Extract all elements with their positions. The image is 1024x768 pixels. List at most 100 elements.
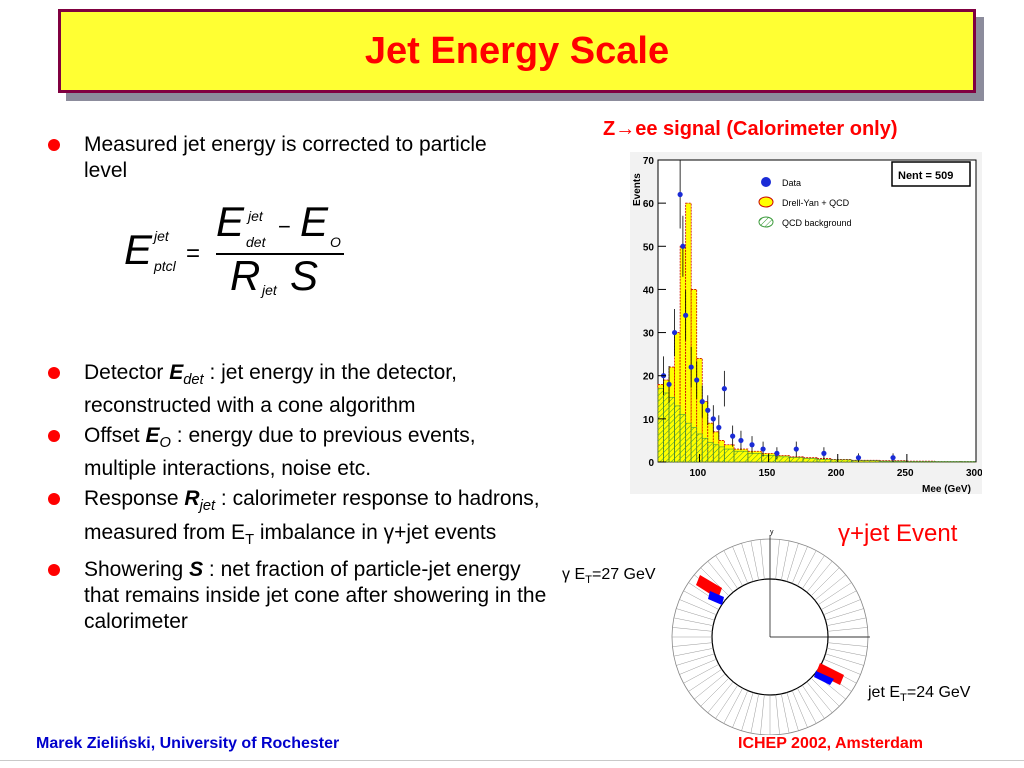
stats-box-text: Nent = 509 (898, 170, 953, 182)
bullet-text: Measured jet energy is corrected to part… (84, 133, 487, 182)
title-box: Jet Energy Scale (58, 9, 976, 93)
gamma-suffix: =27 GeV (591, 566, 656, 583)
bullet-text-before: Showering (84, 557, 190, 581)
histogram-panel: 100 150 200 250 300 0 10 20 30 40 50 60 70 Nent = 50… (630, 152, 983, 495)
calorimeter-segment (715, 685, 738, 719)
y-tick-label: 60 (643, 199, 655, 210)
calorimeter-segment (679, 658, 717, 675)
calorimeter-segment (823, 658, 861, 675)
calorimeter-segment (700, 567, 730, 597)
calorimeter-segment (814, 574, 846, 601)
gamma-et-label: γ ET=27 GeV (562, 566, 656, 586)
data-point (683, 312, 689, 318)
formula-den-sub: jet (262, 282, 277, 298)
calorimeter-segment (810, 567, 840, 597)
symbol: E (145, 424, 160, 448)
calorimeter-segment (676, 653, 715, 666)
qcd-bkg-bar (816, 459, 832, 463)
x-tick-label: 250 (897, 468, 914, 479)
data-point (738, 437, 744, 444)
data-point (710, 416, 716, 422)
legend-dy-marker (758, 196, 774, 208)
calorimeter-segment (797, 550, 817, 586)
calorimeter-segment (825, 653, 864, 666)
bullet-response: Response Rjet : calorimeter response to … (46, 486, 544, 552)
qcd-bkg-bar (747, 453, 762, 463)
jet-sub: T (900, 692, 907, 705)
y-axis-letter: y (770, 529, 774, 536)
x-tick-label: 150 (759, 468, 776, 479)
calorimeter-segment (676, 608, 715, 621)
stats-box (891, 161, 971, 187)
calorimeter-segment (683, 664, 719, 684)
event-display: y x (671, 529, 870, 735)
jet-suffix: =24 GeV (906, 684, 971, 701)
formula-lhs-e: E (124, 226, 153, 273)
calorimeter-segment (707, 681, 734, 713)
calorimeter-segment (741, 543, 754, 582)
gamma-deposit (696, 575, 722, 599)
calorimeter-segment (802, 555, 825, 589)
bullet-showering: Showering S : net fraction of particle-j… (46, 557, 554, 635)
qcd-bkg-bar (663, 392, 670, 463)
calorimeter-segment (810, 677, 840, 707)
calorimeter-segment (786, 543, 799, 582)
calorimeter-segment (673, 617, 714, 626)
symbol-sub: O (159, 435, 171, 452)
formula-num-sub: det (246, 234, 266, 250)
data-point (677, 191, 683, 198)
formula-den-s: S (290, 252, 319, 299)
calorimeter-segment (679, 599, 717, 616)
y-tick-label: 70 (643, 156, 655, 167)
legend-dy: Drell-Yan + QCD (782, 198, 850, 208)
qcd-bkg-bar (830, 459, 852, 463)
bullet-text-after: : calorimeter response to hadrons, measu… (84, 487, 540, 544)
event-title: γ+jet Event (838, 520, 958, 547)
bullet-text-after: : jet energy in the detector, reconstruc… (84, 361, 457, 418)
footer-conference: ICHEP 2002, Amsterdam (738, 735, 923, 752)
symbol: R (184, 487, 200, 511)
energy-correction-formula: E jet ptcl = E jet det − E O R jet S (124, 198, 354, 304)
dy-qcd-bar (701, 401, 709, 463)
data-point (688, 364, 694, 370)
calorimeter-segment (827, 627, 868, 632)
bullet-dot (48, 367, 60, 379)
footer-author: Marek Zieliński, University of Rochester (36, 735, 340, 752)
data-point (774, 450, 780, 456)
formula-num-e: E (216, 198, 245, 245)
formula-num-e2: E (300, 198, 329, 245)
formula-minus: − (278, 214, 291, 239)
calorimeter-segment (781, 540, 790, 581)
qcd-bkg-bar (701, 437, 709, 463)
bullet-dot (48, 430, 60, 443)
data-point (730, 433, 736, 439)
plot-area (657, 159, 977, 463)
calorimeter-segment (791, 546, 808, 584)
qcd-bkg-bar (713, 444, 720, 463)
gamma-sub: T (585, 574, 592, 587)
calorimeter-segment (707, 561, 734, 593)
y-tick-label: 0 (648, 458, 654, 469)
plot-caption: Z→ee signal (Calorimeter only) (603, 118, 898, 140)
calorimeter-segment (723, 688, 743, 724)
symbol-sub: det (183, 372, 204, 389)
formula-num-sup: jet (248, 208, 263, 224)
data-point (666, 381, 672, 387)
mee-histogram: 100 150 200 250 300 0 10 20 30 40 50 60 70 Nent = 50… (632, 156, 983, 495)
data-point (821, 450, 827, 456)
calorimeter-segment (806, 561, 833, 593)
qcd-bkg-bar (789, 457, 804, 463)
y-tick-label: 10 (643, 415, 655, 426)
calorimeter-segment (797, 688, 817, 724)
jet-prefix: jet E (868, 684, 901, 701)
calorimeter-segment (827, 642, 868, 647)
bullet-detector: Detector Edet : jet energy in the detect… (46, 360, 524, 419)
bullet-dot (48, 139, 60, 151)
legend-data-marker (761, 177, 771, 187)
bullet-measured: Measured jet energy is corrected to part… (46, 132, 504, 184)
calorimeter-segment (672, 642, 713, 647)
calorimeter-segment (760, 694, 765, 735)
bullet-dot (48, 493, 60, 506)
calorimeter-segment (826, 648, 867, 657)
calorimeter-segment (821, 590, 857, 610)
